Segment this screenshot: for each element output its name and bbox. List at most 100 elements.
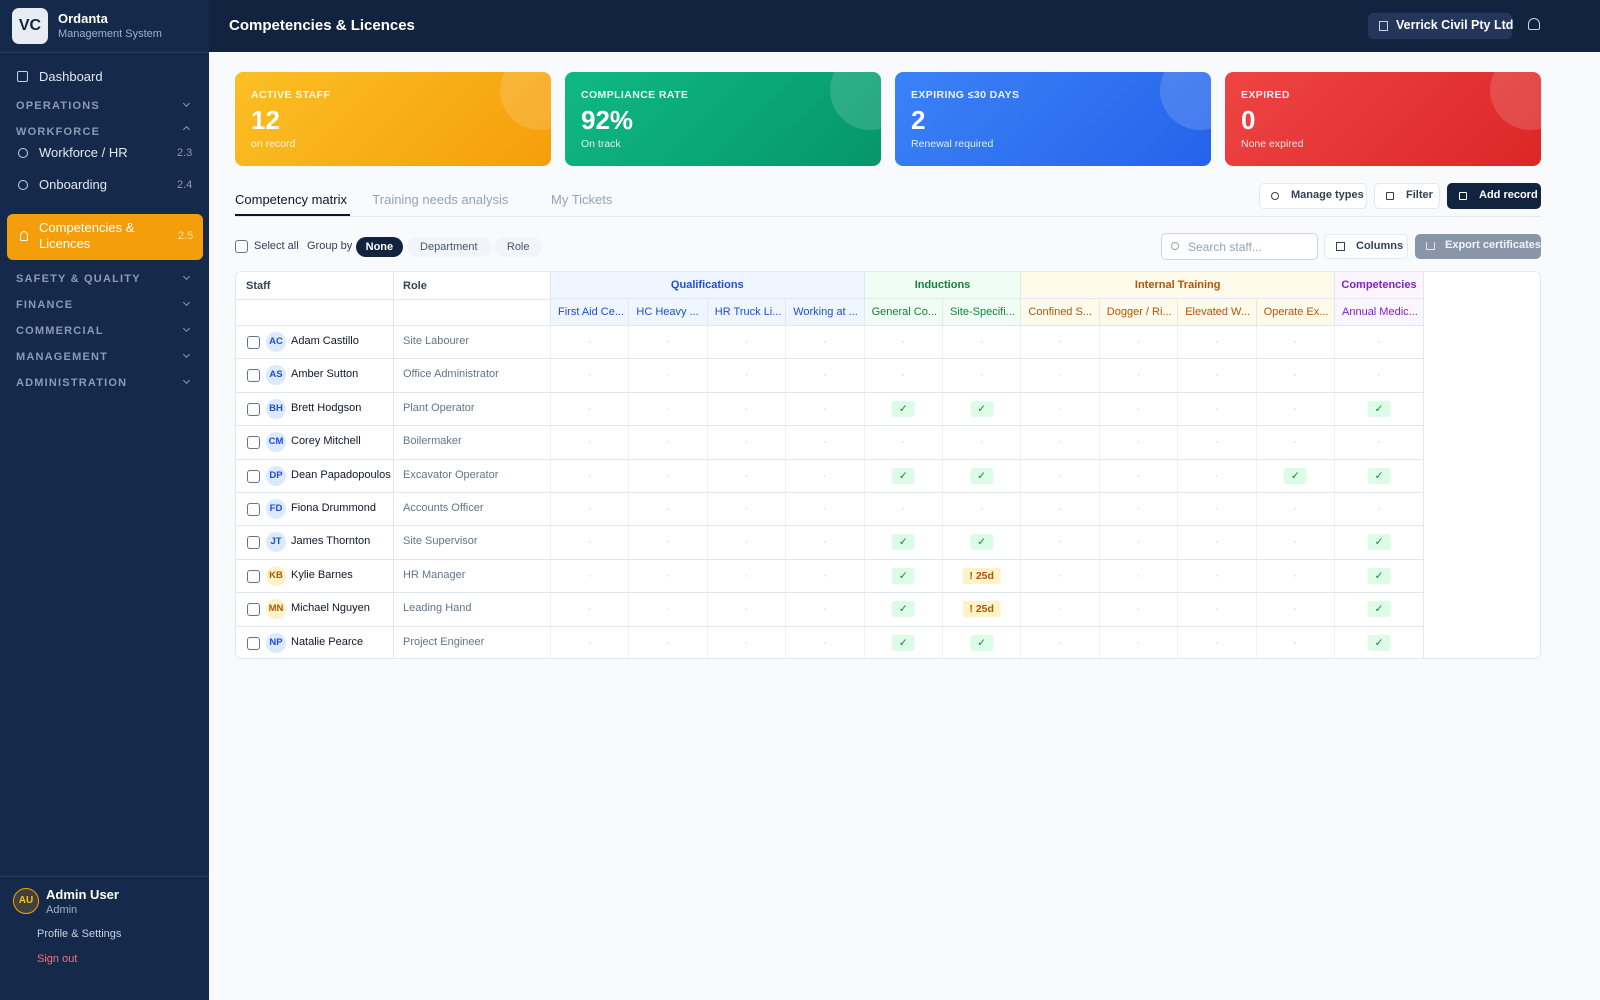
- matrix-cell[interactable]: ✓: [1334, 526, 1423, 559]
- row-checkbox[interactable]: [247, 402, 260, 416]
- matrix-cell[interactable]: ·: [628, 593, 706, 626]
- matrix-cell[interactable]: ✓: [1334, 593, 1423, 626]
- matrix-cell[interactable]: ·: [706, 559, 785, 593]
- action-button[interactable]: Add record: [1447, 183, 1541, 209]
- matrix-cell[interactable]: ·: [628, 426, 706, 459]
- matrix-cell[interactable]: ✓: [863, 526, 942, 559]
- export-button[interactable]: Export certificates: [1415, 234, 1541, 259]
- matrix-cell[interactable]: ·: [628, 526, 706, 559]
- tab[interactable]: My Tickets: [551, 192, 613, 207]
- row-checkbox[interactable]: [247, 503, 260, 516]
- matrix-cell[interactable]: ·: [1020, 392, 1098, 426]
- matrix-cell[interactable]: ·: [550, 459, 628, 492]
- search-box[interactable]: Search staff...: [1161, 233, 1318, 260]
- matrix-cell[interactable]: ·: [1255, 626, 1334, 658]
- group-option[interactable]: Role: [494, 237, 542, 257]
- matrix-cell[interactable]: ·: [1334, 493, 1423, 526]
- matrix-cell[interactable]: ✓: [863, 626, 942, 658]
- matrix-cell[interactable]: ·: [1177, 593, 1255, 626]
- row-checkbox[interactable]: [247, 603, 260, 617]
- columns-button[interactable]: Columns: [1324, 234, 1408, 259]
- matrix-cell[interactable]: ·: [1098, 593, 1177, 626]
- sign-out[interactable]: Sign out: [37, 953, 78, 965]
- matrix-cell[interactable]: ·: [1098, 493, 1177, 526]
- staff-name[interactable]: James Thornton: [291, 535, 371, 548]
- matrix-cell[interactable]: ·: [1334, 326, 1423, 359]
- matrix-cell[interactable]: ·: [1098, 359, 1177, 392]
- matrix-cell[interactable]: ·: [1334, 426, 1423, 459]
- matrix-cell[interactable]: ·: [942, 326, 1020, 359]
- matrix-cell[interactable]: ·: [1098, 526, 1177, 559]
- nav-section[interactable]: OPERATIONS: [16, 100, 100, 112]
- checkbox[interactable]: [235, 240, 248, 253]
- row-checkbox[interactable]: [247, 536, 260, 550]
- staff-name[interactable]: Corey Mitchell: [291, 435, 361, 448]
- column-header[interactable]: Working at ...: [785, 299, 864, 326]
- nav-dashboard[interactable]: Dashboard: [39, 69, 103, 84]
- matrix-cell[interactable]: ·: [706, 593, 785, 626]
- matrix-cell[interactable]: ·: [942, 359, 1020, 392]
- matrix-cell[interactable]: ✓: [1334, 392, 1423, 426]
- matrix-cell[interactable]: ·: [1255, 326, 1334, 359]
- staff-name[interactable]: Amber Sutton: [291, 368, 359, 381]
- matrix-cell[interactable]: ·: [1255, 593, 1334, 626]
- matrix-cell[interactable]: ·: [1020, 626, 1098, 658]
- row-checkbox[interactable]: [247, 369, 260, 383]
- row-checkbox[interactable]: [247, 436, 260, 450]
- matrix-cell[interactable]: ·: [785, 526, 863, 559]
- matrix-cell[interactable]: ·: [1255, 493, 1334, 526]
- matrix-cell[interactable]: ·: [1098, 392, 1177, 426]
- staff-name[interactable]: Adam Castillo: [291, 335, 359, 347]
- matrix-cell[interactable]: ·: [706, 392, 785, 426]
- staff-name[interactable]: Michael Nguyen: [291, 602, 370, 615]
- matrix-cell[interactable]: ·: [628, 493, 706, 526]
- staff-name[interactable]: Fiona Drummond: [291, 502, 376, 514]
- matrix-cell[interactable]: ✓: [942, 459, 1020, 492]
- column-header[interactable]: Operate Ex...: [1255, 299, 1334, 326]
- matrix-cell[interactable]: ·: [1177, 326, 1255, 359]
- column-header[interactable]: Site-Specifi...: [942, 299, 1021, 326]
- matrix-cell[interactable]: ·: [863, 326, 942, 359]
- matrix-cell[interactable]: ·: [550, 526, 628, 559]
- matrix-cell[interactable]: ✓: [942, 526, 1020, 559]
- matrix-cell[interactable]: ·: [785, 459, 863, 492]
- nav-section[interactable]: SAFETY & QUALITY: [16, 273, 141, 285]
- row-checkbox[interactable]: [247, 469, 260, 483]
- matrix-cell[interactable]: ! 25d: [942, 593, 1020, 626]
- matrix-cell[interactable]: ·: [550, 326, 628, 359]
- nav-label[interactable]: Onboarding: [39, 177, 107, 192]
- matrix-cell[interactable]: ✓: [942, 626, 1020, 658]
- column-header[interactable]: HR Truck Li...: [706, 299, 786, 326]
- nav-section[interactable]: COMMERCIAL: [16, 325, 104, 337]
- matrix-cell[interactable]: ·: [942, 493, 1020, 526]
- matrix-cell[interactable]: ✓: [1334, 626, 1423, 658]
- matrix-cell[interactable]: ·: [1255, 426, 1334, 459]
- column-header[interactable]: Dogger / Ri...: [1098, 299, 1178, 326]
- matrix-cell[interactable]: ·: [706, 493, 785, 526]
- matrix-cell[interactable]: ·: [1020, 359, 1098, 392]
- matrix-cell[interactable]: ·: [863, 493, 942, 526]
- matrix-cell[interactable]: ✓: [863, 593, 942, 626]
- matrix-cell[interactable]: ✓: [1334, 459, 1423, 492]
- matrix-cell[interactable]: ·: [1098, 459, 1177, 492]
- matrix-cell[interactable]: ·: [1255, 359, 1334, 392]
- matrix-cell[interactable]: ·: [550, 392, 628, 426]
- matrix-cell[interactable]: ·: [1020, 459, 1098, 492]
- matrix-cell[interactable]: ·: [628, 626, 706, 658]
- action-button[interactable]: Manage types: [1259, 183, 1367, 209]
- matrix-cell[interactable]: ·: [1020, 526, 1098, 559]
- tab[interactable]: Training needs analysis: [372, 192, 509, 207]
- matrix-cell[interactable]: ·: [550, 426, 628, 459]
- action-button[interactable]: Filter: [1374, 183, 1440, 209]
- group-option[interactable]: None: [356, 237, 403, 257]
- matrix-cell[interactable]: ·: [1020, 559, 1098, 593]
- matrix-cell[interactable]: ·: [785, 493, 863, 526]
- matrix-cell[interactable]: ·: [1098, 426, 1177, 459]
- matrix-cell[interactable]: ! 25d: [942, 559, 1020, 593]
- nav-section[interactable]: ADMINISTRATION: [16, 377, 128, 389]
- matrix-cell[interactable]: ·: [1177, 459, 1255, 492]
- matrix-cell[interactable]: ·: [550, 493, 628, 526]
- nav-section[interactable]: FINANCE: [16, 299, 74, 311]
- matrix-cell[interactable]: ·: [706, 459, 785, 492]
- matrix-cell[interactable]: ✓: [863, 392, 942, 426]
